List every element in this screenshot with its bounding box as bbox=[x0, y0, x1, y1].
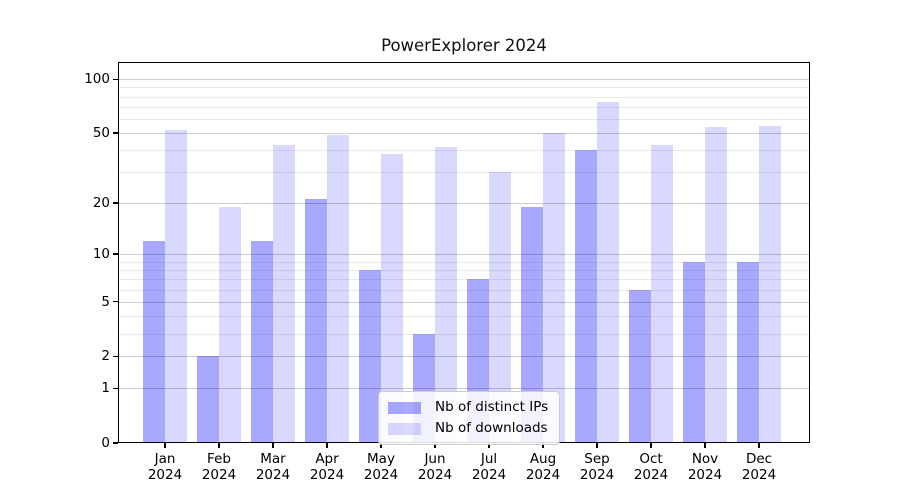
y-tick-label: 5 bbox=[101, 293, 110, 310]
x-tick-label: Nov 2024 bbox=[687, 451, 723, 483]
bar-downloads-jan bbox=[165, 130, 187, 443]
x-tick-label: Jun 2024 bbox=[417, 451, 453, 483]
bar-downloads-oct bbox=[651, 144, 673, 443]
major-gridline bbox=[118, 356, 810, 358]
bar-downloads-jul bbox=[489, 172, 511, 443]
legend-row-distinct-ips: Nb of distinct IPs bbox=[388, 400, 548, 415]
bar-downloads-nov bbox=[705, 127, 727, 443]
x-tick-label: Apr 2024 bbox=[309, 451, 345, 483]
bar-downloads-jun bbox=[435, 146, 457, 443]
x-tick-label: Aug 2024 bbox=[525, 451, 561, 483]
bar-distinct-ips-sep bbox=[575, 150, 597, 443]
x-tick-mark bbox=[272, 443, 274, 448]
x-tick-label: Feb 2024 bbox=[201, 451, 237, 483]
bar-distinct-ips-oct bbox=[629, 289, 651, 443]
minor-gridline bbox=[118, 269, 810, 271]
minor-gridline bbox=[118, 333, 810, 335]
bar-downloads-mar bbox=[273, 144, 295, 443]
bar-distinct-ips-mar bbox=[251, 240, 273, 443]
x-tick-label: May 2024 bbox=[363, 451, 399, 483]
major-gridline bbox=[118, 203, 810, 204]
bar-distinct-ips-apr bbox=[305, 199, 327, 443]
bar-downloads-aug bbox=[543, 133, 565, 443]
major-gridline bbox=[118, 133, 810, 135]
y-tick-mark bbox=[113, 355, 118, 358]
bar-downloads-may bbox=[381, 154, 403, 443]
major-gridline bbox=[118, 388, 810, 390]
y-tick-mark bbox=[113, 132, 118, 134]
x-tick-mark bbox=[650, 443, 652, 448]
legend-swatch-distinct-ips-icon bbox=[388, 401, 421, 414]
x-tick-mark bbox=[380, 443, 382, 448]
y-tick-mark bbox=[113, 78, 118, 80]
major-gridline bbox=[118, 254, 810, 255]
legend: Nb of distinct IPs Nb of downloads bbox=[378, 391, 561, 445]
plot-area: 0 1 2 5 10 20 50 100 Jan 2024 Feb 2024 Mar 2024 Apr… bbox=[84, 62, 810, 483]
x-tick-label: Sep 2024 bbox=[579, 451, 615, 483]
x-tick-mark bbox=[218, 443, 220, 448]
minor-gridline bbox=[118, 96, 810, 98]
chart-title: PowerExplorer 2024 bbox=[381, 36, 547, 55]
x-tick-mark bbox=[434, 443, 436, 448]
x-tick-label: Mar 2024 bbox=[255, 451, 291, 483]
major-gridline bbox=[118, 79, 810, 81]
x-tick-mark bbox=[542, 443, 544, 448]
y-tick-mark bbox=[113, 253, 118, 255]
minor-gridline bbox=[118, 261, 810, 263]
major-gridline bbox=[118, 301, 810, 303]
minor-gridline bbox=[118, 316, 810, 318]
y-tick-label: 2 bbox=[101, 348, 110, 365]
x-tick-label: Oct 2024 bbox=[633, 451, 669, 483]
legend-label-distinct-ips: Nb of distinct IPs bbox=[435, 399, 549, 415]
minor-gridline bbox=[118, 289, 810, 291]
minor-gridline bbox=[118, 107, 810, 108]
y-tick-label: 10 bbox=[92, 246, 110, 262]
y-tick-mark bbox=[113, 301, 118, 303]
y-tick-label: 0 bbox=[101, 435, 110, 451]
y-tick-label: 20 bbox=[92, 195, 110, 211]
x-tick-label: Jan 2024 bbox=[147, 451, 183, 483]
y-tick-mark bbox=[113, 442, 118, 444]
x-tick-label: Dec 2024 bbox=[741, 451, 777, 483]
y-tick-mark bbox=[113, 202, 118, 204]
bar-downloads-apr bbox=[327, 134, 349, 443]
bar-downloads-dec bbox=[759, 125, 781, 443]
bar-downloads-sep bbox=[597, 101, 619, 443]
bar-distinct-ips-jan bbox=[143, 240, 165, 443]
minor-gridline bbox=[118, 87, 810, 89]
bar-distinct-ips-feb bbox=[197, 356, 219, 443]
bar-downloads-feb bbox=[219, 206, 241, 443]
legend-row-downloads: Nb of downloads bbox=[388, 421, 548, 436]
y-tick-label: 1 bbox=[101, 380, 110, 397]
x-tick-mark bbox=[758, 443, 760, 448]
y-tick-label: 100 bbox=[84, 71, 110, 88]
x-tick-mark bbox=[488, 443, 490, 448]
x-tick-label: Jul 2024 bbox=[471, 451, 507, 483]
y-tick-mark bbox=[113, 387, 118, 390]
minor-gridline bbox=[118, 279, 810, 281]
x-tick-mark bbox=[596, 443, 598, 448]
y-tick-label: 50 bbox=[92, 125, 110, 142]
x-tick-mark bbox=[704, 443, 706, 448]
x-tick-mark bbox=[164, 443, 166, 448]
legend-swatch-downloads-icon bbox=[388, 422, 421, 435]
x-tick-mark bbox=[326, 443, 328, 448]
minor-gridline bbox=[118, 150, 810, 152]
minor-gridline bbox=[118, 119, 810, 120]
bar-distinct-ips-may bbox=[359, 269, 381, 443]
bar-distinct-ips-dec bbox=[737, 261, 759, 443]
bar-distinct-ips-nov bbox=[683, 261, 705, 443]
legend-label-downloads: Nb of downloads bbox=[435, 420, 548, 436]
bar-distinct-ips-aug bbox=[521, 206, 543, 443]
minor-gridline bbox=[118, 172, 810, 174]
